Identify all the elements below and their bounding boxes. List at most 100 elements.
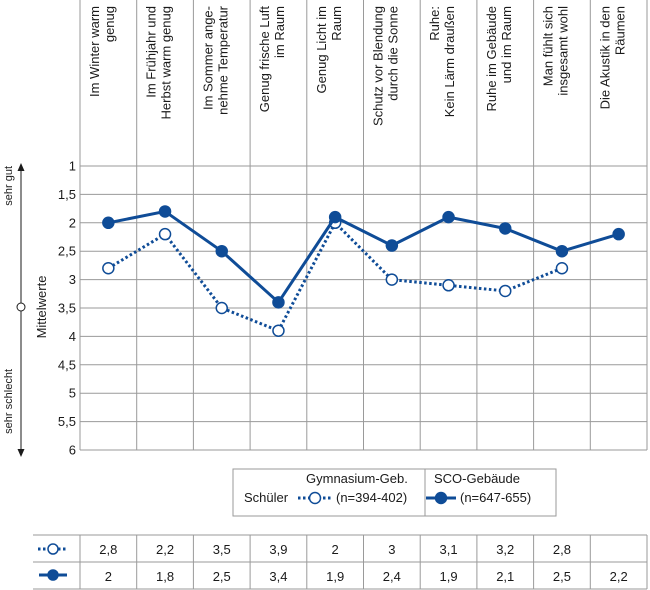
category-label: Im Winter warmgenug — [87, 6, 117, 97]
table-cell-value: 2,4 — [383, 569, 401, 584]
y-axis-bottom-label: sehr schlecht — [3, 369, 15, 434]
category-label-line: Im Winter warm — [87, 6, 102, 97]
y-tick-label: 5 — [69, 386, 76, 401]
table-cell-value: 3,9 — [269, 542, 287, 557]
table-cell-value: 2 — [105, 569, 112, 584]
table-cell-value: 1,9 — [440, 569, 458, 584]
y-tick-labels: 1 1,5 2 2,5 3 3,5 4 4,5 5 5,5 6 — [58, 159, 76, 458]
y-tick-label: 3 — [69, 272, 76, 287]
series-1-point — [442, 210, 455, 224]
table-cell-value: 2,5 — [213, 569, 231, 584]
category-label-line: Herbst warm genug — [159, 6, 174, 119]
category-label-line: Kein Lärm draußen — [442, 6, 457, 117]
series-1-point — [215, 244, 228, 258]
category-label-line: Räumen — [612, 6, 627, 55]
y-tick-label: 1 — [69, 159, 76, 174]
table-cell-value: 1,9 — [326, 569, 344, 584]
table-row-icon-0 — [38, 543, 68, 555]
y-tick-label: 2 — [69, 215, 76, 230]
y-tick-label: 6 — [69, 443, 76, 458]
category-label-line: Im Frühjahr und — [144, 6, 159, 98]
table-cell-value: 2 — [332, 542, 339, 557]
category-label: Ruhe im Gebäudeund im Raum — [484, 6, 514, 112]
y-tick-label: 4,5 — [58, 357, 76, 372]
series-1-point — [158, 205, 172, 218]
y-tick-label: 5,5 — [58, 414, 76, 429]
series-1-point — [328, 210, 342, 224]
category-label: Im Sommer ange-nehme Temperatur — [200, 5, 230, 115]
table-cell-value: 3,2 — [496, 542, 514, 557]
category-label-line: im Raum — [272, 6, 287, 58]
table-cell-value: 2,2 — [156, 542, 174, 557]
series-1-line — [108, 209, 620, 304]
table-row-icon-1 — [39, 569, 67, 581]
data-table: 2,8 2,2 3,5 3,9 2 3 3,1 3,2 2,8 2 1,8 2,5 3,4 1,9 2,4 1… — [33, 534, 648, 590]
series-0-point — [442, 279, 455, 292]
series-0-point — [499, 284, 512, 298]
legend-series-0-n: (n=394-402) — [336, 490, 407, 505]
category-label-line: Ruhe: — [427, 6, 442, 41]
legend-group-label: Schüler — [244, 490, 289, 505]
table-cell-value: 2,5 — [553, 569, 571, 584]
category-label-line: Schutz vor Blendung — [371, 6, 386, 126]
series-0-point — [102, 261, 115, 275]
table-cell-value: 2,1 — [496, 569, 514, 584]
category-label-line: insgesamt wohl — [556, 6, 571, 96]
table-cell-value: 1,8 — [156, 569, 174, 584]
table-cell-value: 3,1 — [440, 542, 458, 557]
table-cell-value: 3,4 — [269, 569, 287, 584]
y-axis-label: Mittelwerte — [34, 276, 49, 339]
category-label: Ruhe:Kein Lärm draußen — [427, 6, 457, 117]
series-0-point — [215, 301, 228, 315]
series-1-point — [555, 244, 569, 258]
category-label-line: Genug frische Luft — [257, 6, 272, 113]
category-label-line: Genug Licht im — [314, 6, 329, 93]
category-label-line: nehme Temperatur — [215, 5, 230, 115]
series-0-point — [158, 227, 172, 241]
table-cell-value: 3 — [388, 542, 395, 557]
category-labels: Im Winter warmgenug Im Frühjahr undHerbst… — [87, 5, 627, 126]
category-label: Genug Licht imRaum — [314, 6, 344, 93]
legend: Schüler Gymnasium-Geb. (n=394-402) SCO-G… — [232, 468, 557, 517]
table-cell-value: 2,2 — [610, 569, 628, 584]
category-label-line: Raum — [329, 6, 344, 41]
series-1-point — [612, 227, 625, 241]
category-label: Die Akustik in denRäumen — [597, 6, 627, 109]
y-axis-arrow: sehr gut sehr schlecht — [3, 163, 26, 457]
legend-series-0-marker — [298, 491, 331, 505]
series-0-point — [385, 273, 399, 286]
category-label-line: Ruhe im Gebäude — [484, 6, 499, 112]
legend-series-1-marker — [426, 491, 456, 505]
table-cell-value: 3,5 — [213, 542, 231, 557]
series — [102, 205, 625, 337]
category-label: Schutz vor Blendungdurch die Sonne — [371, 6, 401, 126]
category-label-line: Man fühlt sich — [541, 6, 556, 86]
y-tick-label: 4 — [69, 329, 76, 344]
series-0-point — [272, 324, 285, 337]
series-0-point — [555, 261, 569, 275]
category-label-line: genug — [102, 6, 117, 42]
legend-series-1-n: (n=647-655) — [460, 490, 531, 505]
y-tick-label: 1,5 — [58, 187, 76, 202]
table-cell-value: 2,8 — [553, 542, 571, 557]
category-label-line: Die Akustik in den — [597, 6, 612, 109]
y-tick-label: 3,5 — [58, 301, 76, 316]
series-1-point — [102, 216, 115, 230]
category-label-line: Im Sommer ange- — [200, 6, 215, 110]
grid — [79, 0, 648, 451]
category-label-line: und im Raum — [499, 6, 514, 83]
series-1-point — [499, 222, 512, 235]
series-1-point — [272, 296, 285, 309]
y-tick-label: 2,5 — [58, 244, 76, 259]
series-0-line — [107, 221, 563, 333]
category-label: Im Frühjahr undHerbst warm genug — [144, 6, 174, 119]
category-label: Genug frische Luftim Raum — [257, 6, 287, 113]
legend-series-1-name: SCO-Gebäude — [434, 471, 520, 486]
y-axis-top-label: sehr gut — [3, 166, 15, 206]
table-cell-value: 2,8 — [99, 542, 117, 557]
category-label: Man fühlt sichinsgesamt wohl — [541, 6, 571, 96]
legend-series-0-name: Gymnasium-Geb. — [306, 471, 408, 486]
category-label-line: durch die Sonne — [386, 6, 401, 101]
series-1-point — [385, 239, 399, 252]
